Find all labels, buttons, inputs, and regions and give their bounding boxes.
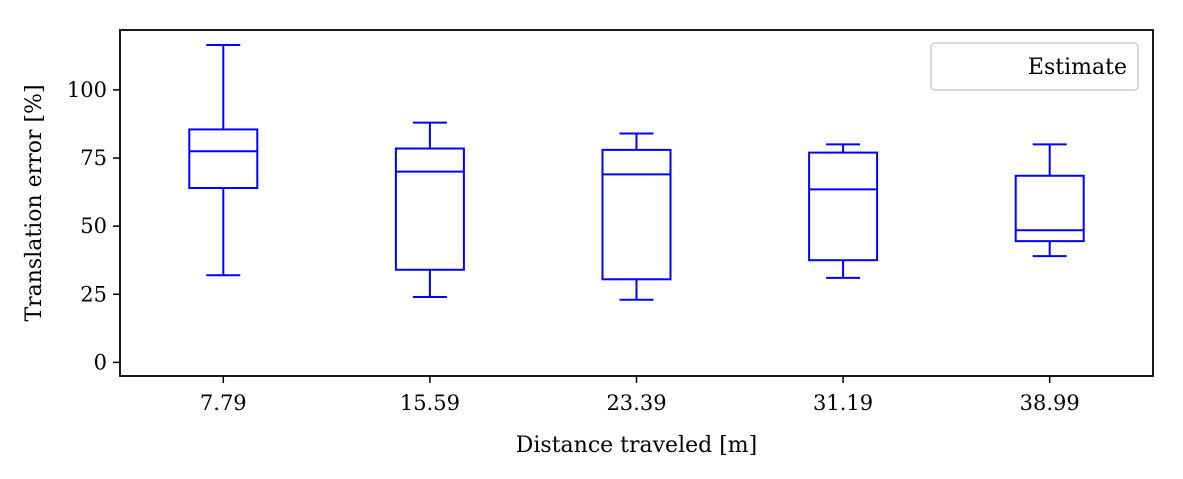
iqr-box — [1014, 174, 1085, 243]
box-4 — [808, 143, 879, 279]
y-axis-title: Translation error [%] — [22, 84, 47, 321]
iqr-box — [601, 148, 672, 281]
x-tick-label: 31.19 — [813, 391, 873, 415]
plot-frame — [119, 29, 1154, 377]
y-tick-label: 0 — [94, 350, 107, 374]
box-3 — [601, 132, 672, 301]
y-tick-label: 100 — [67, 78, 107, 102]
x-tick-label: 23.39 — [606, 391, 666, 415]
box-2 — [394, 121, 465, 298]
iqr-box — [808, 151, 879, 262]
legend-entry-estimate: Estimate — [1028, 55, 1127, 80]
x-axis: 7.79 15.59 23.39 31.19 38.99 — [200, 376, 1080, 415]
x-tick-label: 38.99 — [1020, 391, 1080, 415]
iqr-box — [188, 128, 259, 190]
x-tick-label: 7.79 — [200, 391, 247, 415]
x-tick-label: 15.59 — [400, 391, 460, 415]
y-axis: 0 25 50 75 100 — [67, 78, 120, 374]
y-tick-label: 25 — [80, 282, 107, 306]
box-5 — [1014, 143, 1085, 258]
legend: Estimate — [930, 42, 1139, 91]
x-axis-title: Distance traveled [m] — [516, 433, 758, 458]
box-1 — [188, 43, 259, 277]
y-tick-label: 75 — [80, 146, 107, 170]
y-tick-label: 50 — [80, 214, 107, 238]
plot-area — [188, 43, 1085, 301]
iqr-box — [394, 147, 465, 271]
legend-box — [930, 42, 1139, 91]
